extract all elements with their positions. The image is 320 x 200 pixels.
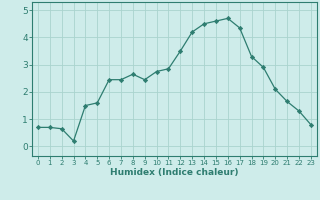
X-axis label: Humidex (Indice chaleur): Humidex (Indice chaleur) bbox=[110, 168, 239, 177]
